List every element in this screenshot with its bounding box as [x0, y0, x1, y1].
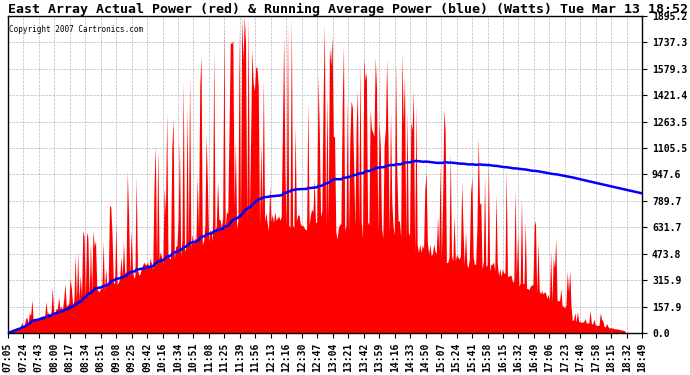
Text: Copyright 2007 Cartronics.com: Copyright 2007 Cartronics.com: [9, 26, 143, 34]
Text: East Array Actual Power (red) & Running Average Power (blue) (Watts) Tue Mar 13 : East Array Actual Power (red) & Running …: [8, 3, 688, 16]
